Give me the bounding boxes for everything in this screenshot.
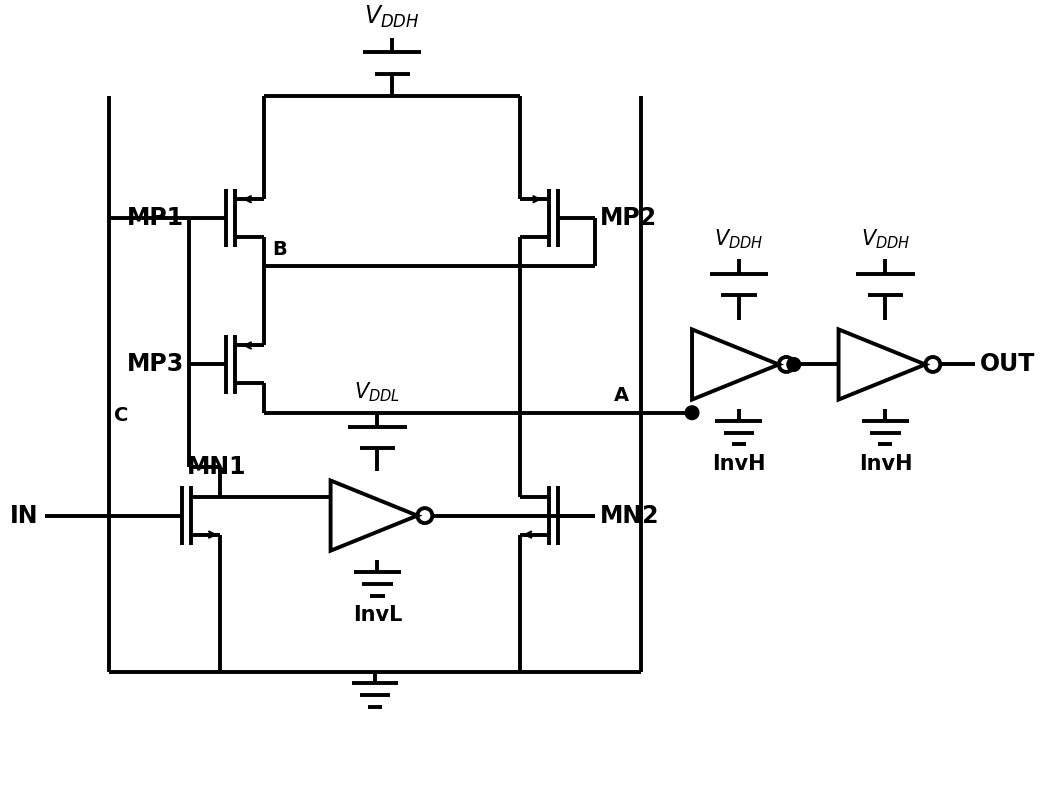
Circle shape (686, 406, 699, 419)
Text: MN1: MN1 (187, 454, 247, 479)
Text: MP2: MP2 (600, 206, 657, 230)
Text: B: B (272, 239, 286, 258)
Text: IN: IN (10, 503, 39, 528)
Text: OUT: OUT (979, 352, 1035, 377)
Circle shape (787, 358, 800, 371)
Text: InvL: InvL (353, 605, 402, 626)
Text: MP1: MP1 (126, 206, 184, 230)
Text: MP3: MP3 (126, 352, 184, 377)
Text: MN2: MN2 (600, 503, 659, 528)
Text: C: C (114, 406, 129, 425)
Text: $V_{DDH}$: $V_{DDH}$ (714, 228, 764, 251)
Text: A: A (614, 386, 629, 405)
Text: InvH: InvH (859, 454, 912, 474)
Text: InvH: InvH (713, 454, 766, 474)
Text: $V_{DDH}$: $V_{DDH}$ (861, 228, 910, 251)
Text: $V_{DDL}$: $V_{DDL}$ (354, 381, 400, 404)
Text: $V_{DDH}$: $V_{DDH}$ (365, 4, 420, 30)
